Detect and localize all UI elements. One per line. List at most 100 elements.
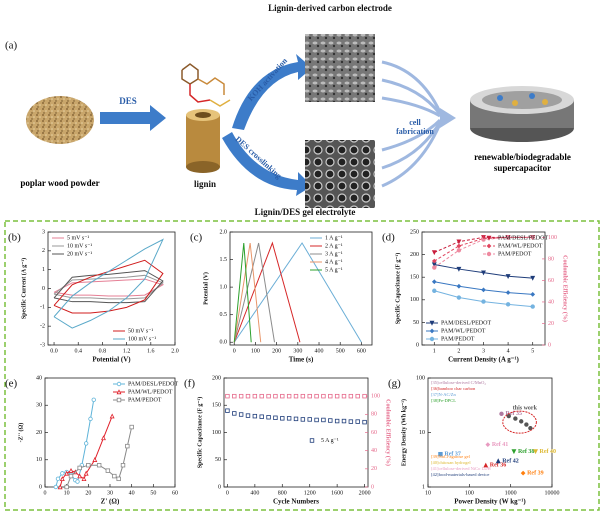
data-point [495,458,501,464]
y-tick-label: 50 [413,320,419,326]
series-line [53,270,164,304]
x-tick-label: 50 [150,490,156,496]
x-tick-label: 40 [129,490,135,496]
data-point [530,292,536,297]
legend-marker [429,336,435,342]
x-tick-label: 100 [465,490,474,496]
data-point [59,476,65,482]
note: [39]NaCl-agarose gel [431,454,471,459]
data-point [348,393,354,399]
legend-label: 5 A g⁻¹ [321,438,339,444]
y-tick-label: -3 [40,342,45,348]
y-tick-label: 150 [212,403,221,409]
y-tick-label: 150 [410,275,419,281]
highlight-ellipse [502,410,537,434]
data-point [125,443,130,449]
top-title: Lignin-derived carbon electrode [268,3,392,13]
y2-tick-label: 80 [548,256,554,262]
data-point [232,393,237,399]
point-label: Ref 36 [490,463,507,469]
arrow-label: DES [119,96,137,106]
data-point [286,416,292,421]
data-point [245,393,251,399]
data-point [328,393,333,399]
x-axis-label: Power Density (W kg⁻¹) [454,498,526,506]
y-tick-label: 100 [410,297,419,303]
y-tick-label: 40 [36,375,42,381]
y-axis-label: -Z'' (Ω) [17,423,24,443]
x-tick-label: 10 [64,490,70,496]
y2-tick-label: 40 [548,299,554,305]
y-tick-label: 0.5 [220,312,228,318]
series-line [53,238,164,329]
data-point [334,393,340,399]
data-point [245,413,251,418]
y-tick-label: 2.0 [220,229,228,235]
bottom-title: Lignin/DES gel electrolyte [255,207,356,217]
data-point [432,288,437,293]
legend-label: PAM/DESL/PEDOT [498,235,548,241]
data-point [513,416,518,421]
legend-label: 5 A g⁻¹ [325,267,343,273]
panel-frame [4,220,600,511]
series-line [66,426,133,488]
data-point [307,393,312,399]
x-tick-label: 10 [425,490,431,496]
data-point [109,413,115,419]
point-label: Ref 42 [502,458,519,464]
data-point [456,239,462,245]
series-line [53,274,164,300]
x-tick-label: 300 [293,348,302,354]
y-tick-label: 50 [215,457,221,463]
x-tick-label: 2000 [359,490,371,496]
y2-tick-label: 100 [371,394,380,400]
data-point [225,393,230,399]
data-point [456,295,462,300]
lignin-molecule [181,63,231,107]
data-point [524,422,529,427]
y-tick-label: 1.0 [220,284,228,290]
x-tick-label: 1600 [331,490,343,496]
legend-label: PAM/PEDOT [128,397,162,403]
plot-frame [229,231,373,346]
data-point [432,265,437,270]
panel-label: (e) [5,378,18,390]
data-point [355,393,360,399]
data-point [300,393,306,399]
y2-tick-label: 60 [548,278,554,284]
x-tick-label: 600 [357,348,366,354]
y-axis-label: Specific Capacitance (F g⁻¹) [196,397,203,469]
legend-label: 100 mV s⁻¹ [128,336,156,342]
data-point [101,435,106,441]
point-label: Ref 39 [527,470,544,476]
x-tick-label: 5 [531,348,534,354]
data-point [105,468,111,473]
legend-marker [429,320,435,326]
y2-tick-label: 20 [548,321,554,327]
legend-label: 2 A g⁻¹ [325,243,343,249]
data-point [116,476,121,482]
curved-arrow [222,132,312,196]
data-point [456,266,462,272]
data-point [328,418,333,423]
data-point [53,484,59,490]
data-point [483,462,489,468]
data-point [519,419,524,424]
data-point [120,462,126,468]
y-tick-label: 1 [422,484,425,490]
series-line [434,236,533,262]
data-point [334,418,340,424]
y2-tick-label: 100 [548,235,557,241]
y-tick-label: 30 [36,403,42,409]
legend-label: PAM/WL/PEDOT [128,389,173,395]
data-point [307,417,312,422]
data-point [300,417,306,422]
legend-marker [116,389,122,395]
note: [35]cellulose-derived C/MnO₂ [431,380,486,385]
data-point [86,462,91,468]
y-tick-label: 0 [39,484,42,490]
x-axis-label: Time (s) [289,356,314,364]
sem-image [305,140,375,208]
x-tick-label: 0.0 [50,348,58,354]
legend-label: PAM/DESL/PEDOT [441,320,491,326]
